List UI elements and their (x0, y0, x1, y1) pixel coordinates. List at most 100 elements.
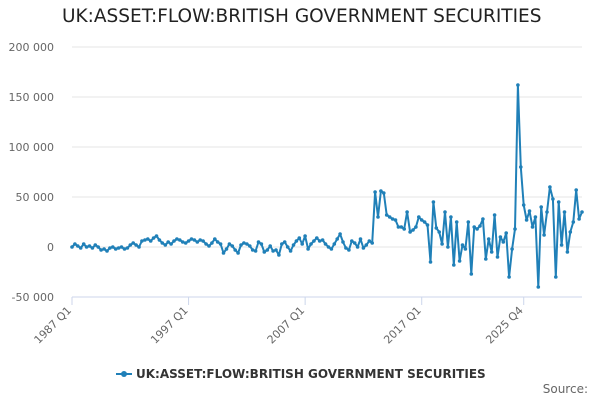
data-point[interactable] (344, 246, 348, 250)
data-point[interactable] (387, 215, 392, 219)
data-point[interactable] (99, 248, 103, 252)
data-point[interactable] (160, 241, 165, 245)
data-point[interactable] (501, 240, 506, 244)
data-point[interactable] (81, 242, 86, 246)
data-point[interactable] (536, 285, 541, 289)
data-point[interactable] (565, 250, 570, 254)
data-point[interactable] (521, 203, 526, 207)
data-point[interactable] (513, 227, 517, 231)
data-point[interactable] (108, 246, 112, 250)
data-point[interactable] (422, 220, 427, 224)
data-point[interactable] (352, 241, 357, 245)
data-point[interactable] (548, 185, 552, 189)
data-point[interactable] (245, 242, 249, 246)
data-point[interactable] (268, 244, 273, 248)
data-point[interactable] (233, 248, 237, 252)
data-point[interactable] (551, 197, 555, 201)
data-point[interactable] (428, 260, 433, 264)
data-point[interactable] (469, 272, 474, 276)
data-point[interactable] (274, 248, 278, 252)
data-point[interactable] (256, 240, 261, 244)
data-point[interactable] (437, 230, 442, 234)
data-point[interactable] (533, 215, 538, 219)
data-point[interactable] (309, 242, 313, 246)
data-point[interactable] (201, 239, 205, 243)
data-point[interactable] (440, 242, 444, 246)
data-point[interactable] (230, 244, 235, 248)
data-point[interactable] (119, 245, 124, 249)
data-point[interactable] (105, 249, 109, 253)
data-point[interactable] (580, 210, 584, 214)
data-point[interactable] (446, 245, 450, 249)
data-point[interactable] (277, 253, 281, 257)
data-point[interactable] (178, 238, 182, 242)
data-point[interactable] (495, 255, 500, 259)
data-point[interactable] (332, 242, 337, 246)
data-point[interactable] (90, 246, 95, 250)
data-point[interactable] (376, 215, 380, 219)
data-point[interactable] (481, 217, 485, 221)
data-point[interactable] (303, 234, 307, 238)
data-point[interactable] (84, 245, 89, 249)
data-point[interactable] (542, 233, 546, 237)
data-point[interactable] (492, 213, 497, 217)
data-point[interactable] (151, 236, 156, 240)
data-point[interactable] (350, 239, 354, 243)
data-point[interactable] (484, 257, 488, 261)
data-point[interactable] (486, 237, 491, 241)
data-point[interactable] (507, 275, 511, 279)
data-point[interactable] (93, 243, 98, 247)
data-point[interactable] (253, 249, 258, 253)
data-point[interactable] (76, 244, 80, 248)
data-point[interactable] (571, 220, 576, 224)
data-point[interactable] (218, 242, 223, 246)
data-point[interactable] (239, 243, 243, 247)
data-point[interactable] (454, 220, 459, 224)
data-point[interactable] (198, 238, 202, 242)
data-point[interactable] (285, 245, 290, 249)
series-line[interactable] (71, 84, 583, 288)
data-point[interactable] (577, 217, 581, 221)
data-point[interactable] (373, 190, 377, 194)
data-point[interactable] (396, 225, 401, 229)
data-point[interactable] (87, 244, 92, 248)
data-point[interactable] (539, 205, 543, 209)
data-point[interactable] (288, 249, 293, 253)
data-point[interactable] (242, 241, 246, 245)
data-point[interactable] (452, 263, 456, 267)
data-point[interactable] (224, 247, 229, 251)
data-point[interactable] (116, 246, 121, 250)
data-point[interactable] (382, 191, 386, 195)
data-point[interactable] (294, 239, 299, 243)
data-point[interactable] (574, 188, 578, 192)
data-point[interactable] (306, 247, 310, 251)
data-point[interactable] (399, 225, 404, 229)
data-point[interactable] (431, 200, 436, 204)
data-point[interactable] (291, 243, 296, 247)
data-point[interactable] (568, 230, 573, 234)
data-point[interactable] (186, 239, 191, 243)
data-point[interactable] (530, 225, 535, 229)
data-point[interactable] (554, 275, 558, 279)
data-point[interactable] (215, 240, 220, 244)
data-point[interactable] (355, 245, 360, 249)
data-point[interactable] (559, 243, 564, 247)
data-point[interactable] (460, 243, 465, 247)
data-point[interactable] (419, 218, 424, 222)
data-point[interactable] (545, 210, 549, 214)
data-point[interactable] (265, 248, 270, 252)
data-point[interactable] (163, 243, 168, 247)
data-point[interactable] (78, 246, 83, 250)
data-point[interactable] (562, 210, 567, 214)
data-point[interactable] (146, 237, 150, 241)
data-point[interactable] (102, 247, 106, 251)
data-point[interactable] (498, 235, 503, 239)
data-point[interactable] (510, 247, 514, 251)
data-point[interactable] (148, 239, 153, 243)
data-point[interactable] (189, 237, 194, 241)
data-point[interactable] (143, 238, 147, 242)
data-point[interactable] (478, 224, 482, 228)
data-point[interactable] (417, 215, 421, 219)
data-point[interactable] (323, 242, 328, 246)
data-point[interactable] (364, 243, 369, 247)
